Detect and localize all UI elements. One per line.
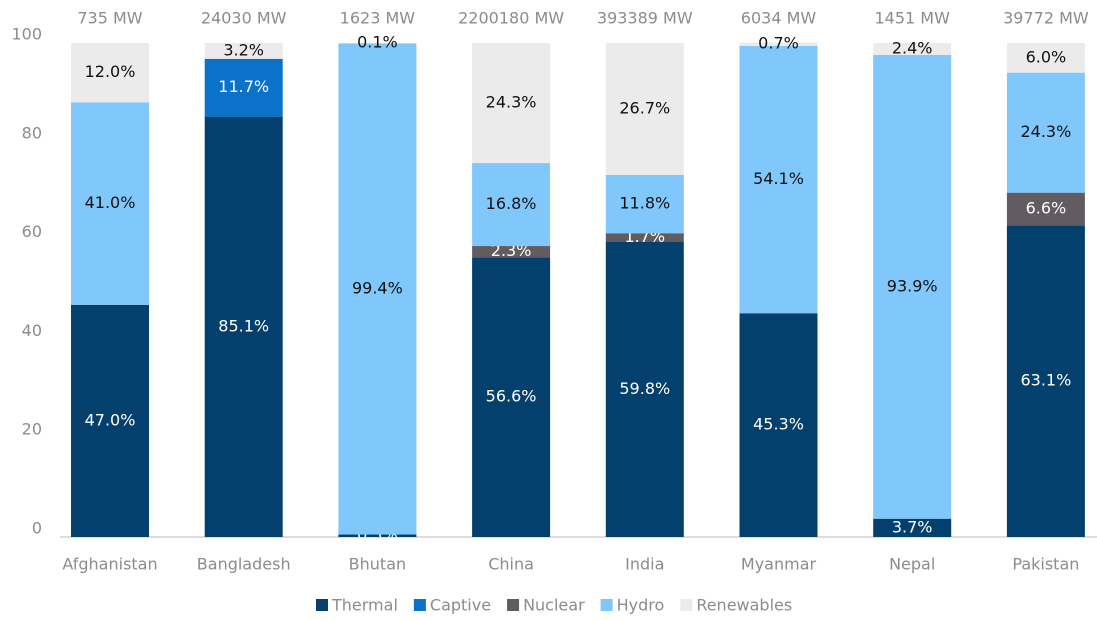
- data-label: 3.7%: [892, 517, 933, 536]
- capacity-label: 735 MW: [77, 9, 142, 28]
- capacity-label: 393389 MW: [597, 9, 693, 28]
- data-label: 3.2%: [223, 40, 264, 59]
- capacity-label: 24030 MW: [201, 9, 287, 28]
- legend-label: Renewables: [696, 596, 792, 615]
- bar-segment: [605, 241, 684, 537]
- data-label: 11.8%: [619, 194, 670, 213]
- x-tick-label: India: [625, 555, 664, 574]
- bar-segment: [605, 174, 684, 234]
- x-tick-label: Myanmar: [741, 555, 817, 574]
- legend-label: Thermal: [331, 596, 398, 615]
- data-label: 24.3%: [486, 93, 537, 112]
- data-label: 41.0%: [85, 193, 136, 212]
- data-label: 47.0%: [85, 410, 136, 429]
- bar-segment: [605, 43, 684, 175]
- bar-segment: [1006, 192, 1085, 226]
- bar-segment: [873, 54, 952, 519]
- y-tick-label: 40: [22, 321, 42, 340]
- x-tick-label: Bangladesh: [197, 555, 291, 574]
- data-label: 2.4%: [892, 38, 933, 57]
- legend-label: Captive: [430, 596, 491, 615]
- bar-segment: [71, 102, 149, 305]
- bar-segment: [204, 58, 283, 117]
- legend-swatch: [680, 599, 693, 611]
- data-label: 12.0%: [85, 62, 136, 81]
- data-label: 93.9%: [887, 276, 938, 295]
- data-label: 99.4%: [352, 279, 403, 298]
- data-label: 26.7%: [619, 98, 670, 117]
- bar-segment: [472, 246, 551, 258]
- data-label: 11.7%: [218, 77, 269, 96]
- capacity-label: 2200180 MW: [458, 9, 564, 28]
- y-tick-label: 100: [11, 25, 42, 44]
- capacity-label: 1451 MW: [874, 9, 950, 28]
- data-label: 56.6%: [486, 387, 537, 406]
- bar-segment: [338, 534, 417, 537]
- bar-segment: [1006, 43, 1085, 73]
- x-tick-label: China: [488, 555, 534, 574]
- bar-segment: [873, 518, 952, 537]
- bar-segment: [739, 45, 818, 314]
- data-label: 6.6%: [1026, 198, 1067, 217]
- data-label: 45.3%: [753, 415, 804, 434]
- bar-segment: [204, 116, 283, 537]
- x-tick-label: Pakistan: [1012, 555, 1079, 574]
- legend-label: Hydro: [617, 596, 665, 615]
- capacity-label: 6034 MW: [741, 9, 817, 28]
- data-label: 16.8%: [486, 194, 537, 213]
- y-tick-label: 0: [32, 519, 42, 538]
- legend-swatch: [316, 599, 328, 611]
- data-label: 54.1%: [753, 169, 804, 188]
- bar-segment: [605, 233, 684, 242]
- legend-swatch: [600, 599, 613, 611]
- legend-swatch: [507, 599, 520, 611]
- data-label: 63.1%: [1020, 371, 1071, 390]
- bar-segment: [739, 42, 818, 46]
- data-label: 0.7%: [758, 34, 799, 53]
- data-label: 85.1%: [218, 316, 269, 335]
- x-tick-label: Nepal: [889, 555, 935, 574]
- bar-segment: [472, 257, 551, 537]
- capacity-label: 39772 MW: [1003, 9, 1089, 28]
- data-label: 0.1%: [357, 33, 398, 52]
- bar-segment: [71, 304, 149, 537]
- legend-swatch: [413, 599, 426, 611]
- bar-segment: [472, 43, 551, 164]
- x-tick-label: Afghanistan: [62, 555, 157, 574]
- data-label: 6.0%: [1026, 47, 1067, 66]
- bar-segment: [204, 43, 283, 59]
- y-tick-label: 80: [22, 123, 42, 142]
- bar-segment: [873, 43, 952, 55]
- bar-segment: [472, 163, 551, 247]
- capacity-label: 1623 MW: [340, 9, 416, 28]
- y-tick-label: 60: [22, 222, 42, 241]
- x-tick-label: Bhutan: [349, 555, 406, 574]
- bar-segment: [71, 43, 149, 103]
- bar-segment: [1006, 225, 1085, 537]
- legend-label: Nuclear: [523, 596, 585, 615]
- data-label: 59.8%: [619, 379, 670, 398]
- bar-segment: [1006, 72, 1085, 193]
- bar-segment: [338, 43, 417, 535]
- bar-segment: [739, 313, 818, 537]
- y-tick-label: 20: [22, 420, 42, 439]
- data-label: 24.3%: [1020, 122, 1071, 141]
